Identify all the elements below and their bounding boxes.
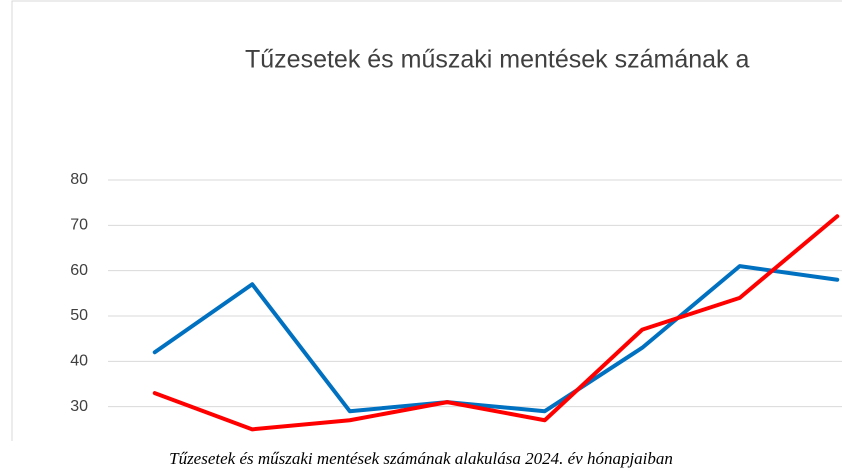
chart-title: Tűzesetek és műszaki mentések számának a (245, 46, 749, 74)
series-line (152, 214, 840, 432)
y-tick-label: 60 (70, 262, 88, 279)
chart-border (11, 0, 842, 441)
series-line (152, 264, 840, 414)
chart: Tűzesetek és műszaki mentések számának a… (11, 0, 842, 441)
y-tick-label: 40 (70, 353, 88, 370)
y-tick-label: 70 (70, 217, 88, 234)
y-tick-label: 50 (70, 307, 88, 324)
y-tick-label: 30 (70, 398, 88, 415)
y-tick-label: 80 (70, 171, 88, 188)
caption: Tűzesetek és műszaki mentések számának a… (169, 449, 673, 468)
